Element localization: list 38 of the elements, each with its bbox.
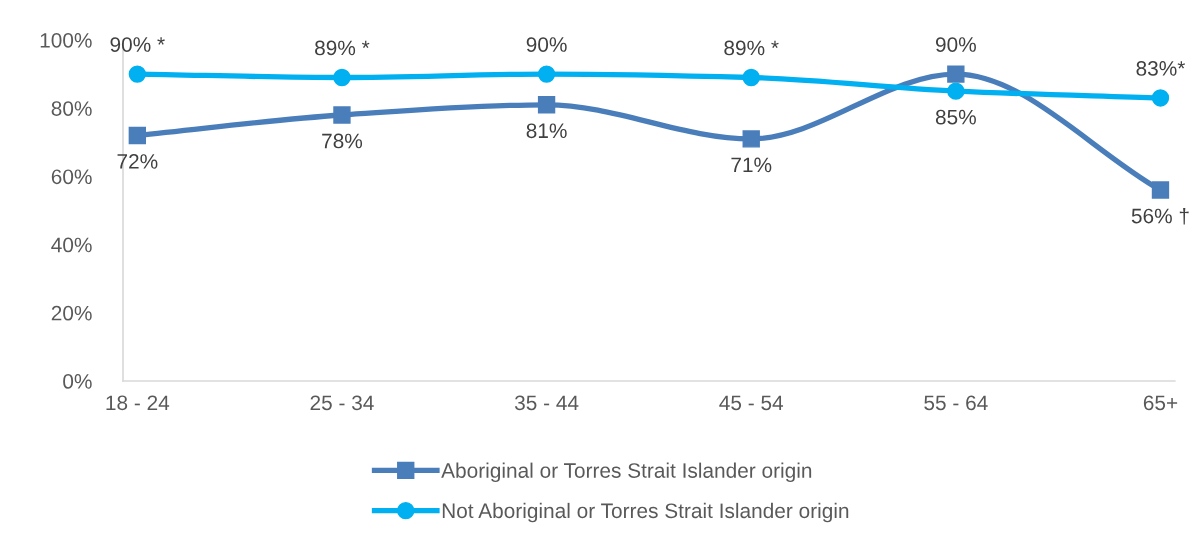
x-tick-label: 35 - 44: [514, 395, 579, 411]
data-label: 83%*: [1136, 61, 1186, 76]
data-label: 90% *: [110, 37, 165, 52]
y-tick-label: 60%: [51, 169, 92, 185]
data-label: 90%: [935, 37, 976, 52]
point: [1151, 181, 1170, 199]
data-label: 72%: [117, 154, 158, 169]
y-tick-label: 40%: [51, 237, 92, 253]
point: [742, 130, 760, 148]
point: [1151, 89, 1170, 107]
x-tick-label: 65+: [1143, 395, 1178, 411]
y-tick-label: 20%: [51, 305, 92, 321]
point: [537, 96, 556, 114]
legend-label: Not Aboriginal or Torres Strait Islander origin: [442, 502, 849, 523]
data-label: 85%: [935, 109, 976, 125]
data-label: 78%: [322, 133, 363, 149]
data-label: 71%: [731, 157, 772, 173]
y-tick-label: 80%: [51, 101, 92, 116]
legend-label: Aboriginal or Torres Strait Islander origin: [441, 462, 812, 483]
x-tick-label: 18 - 24: [106, 395, 170, 411]
x-tick-label: 55 - 64: [924, 395, 988, 411]
x-tick-label: 45 - 54: [719, 395, 784, 411]
point: [333, 106, 351, 124]
point: [947, 82, 965, 100]
y-tick-label: 0%: [63, 374, 92, 389]
data-label: 89% *: [724, 40, 779, 56]
point: [128, 65, 147, 83]
x-tick-label: 25 - 34: [310, 395, 374, 411]
y-tick-label: 100%: [40, 32, 92, 48]
point: [537, 65, 556, 83]
data-label: 90%: [526, 37, 567, 52]
data-label: 81%: [526, 123, 567, 139]
point: [333, 68, 351, 87]
point: [742, 68, 760, 87]
point: [128, 126, 147, 145]
point: [947, 65, 965, 83]
data-label: 89% *: [315, 40, 370, 56]
data-label: 56% †: [1131, 208, 1189, 225]
